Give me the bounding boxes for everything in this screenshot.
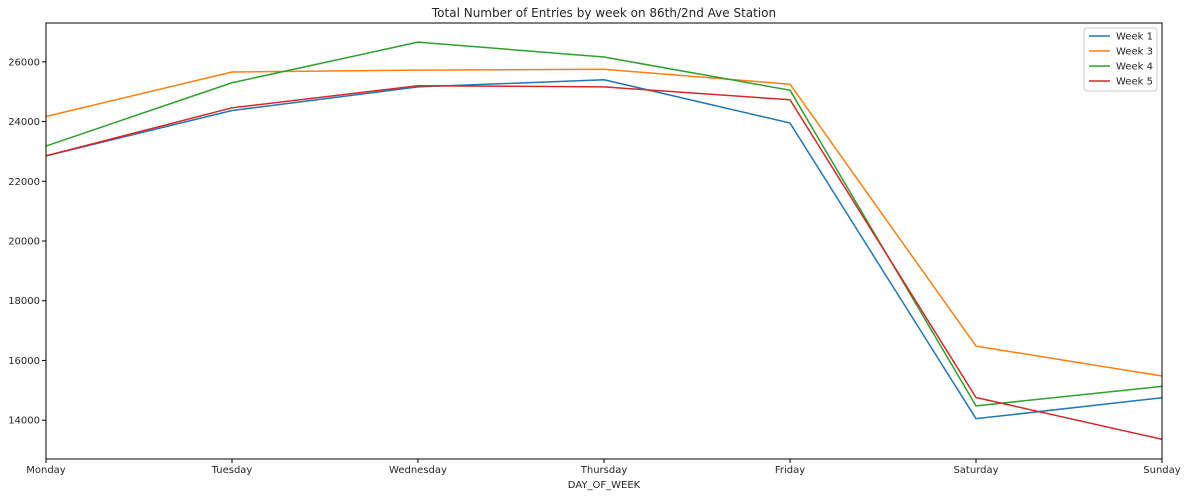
x-tick-label: Saturday <box>953 465 998 476</box>
x-tick-label: Thursday <box>580 465 628 476</box>
y-tick-label: 18000 <box>8 296 40 307</box>
legend: Week 1 Week 3 Week 4 Week 5 <box>1083 27 1158 92</box>
chart-title: Total Number of Entries by week on 86th/… <box>431 6 776 20</box>
x-tick-label: Friday <box>775 465 805 476</box>
series-line-week-3 <box>45 68 1163 377</box>
axis-layer: Monday Tuesday Wednesday Thursday Friday Satu… <box>8 57 1181 476</box>
legend-label: Week 1 <box>1116 32 1153 43</box>
y-tick-label: 26000 <box>8 57 40 68</box>
series-layer <box>45 41 1163 441</box>
y-tick-label: 16000 <box>8 356 40 367</box>
series-line-week-1 <box>45 78 1163 420</box>
legend-box <box>1083 27 1158 92</box>
x-tick-label: Sunday <box>1143 465 1180 476</box>
legend-label: Week 5 <box>1116 77 1153 88</box>
x-tick-label: Wednesday <box>389 465 447 476</box>
series-line-week-5 <box>45 84 1163 441</box>
legend-label: Week 3 <box>1116 47 1153 58</box>
x-tick-label: Monday <box>26 465 66 476</box>
x-axis-label: DAY_OF_WEEK <box>568 480 641 491</box>
y-tick-label: 24000 <box>8 117 40 128</box>
y-tick-label: 14000 <box>8 416 40 427</box>
series-line-week-4 <box>45 41 1163 407</box>
y-tick-label: 22000 <box>8 177 40 188</box>
y-tick-label: 20000 <box>8 237 40 248</box>
legend-label: Week 4 <box>1116 62 1153 73</box>
x-tick-label: Tuesday <box>211 465 253 476</box>
